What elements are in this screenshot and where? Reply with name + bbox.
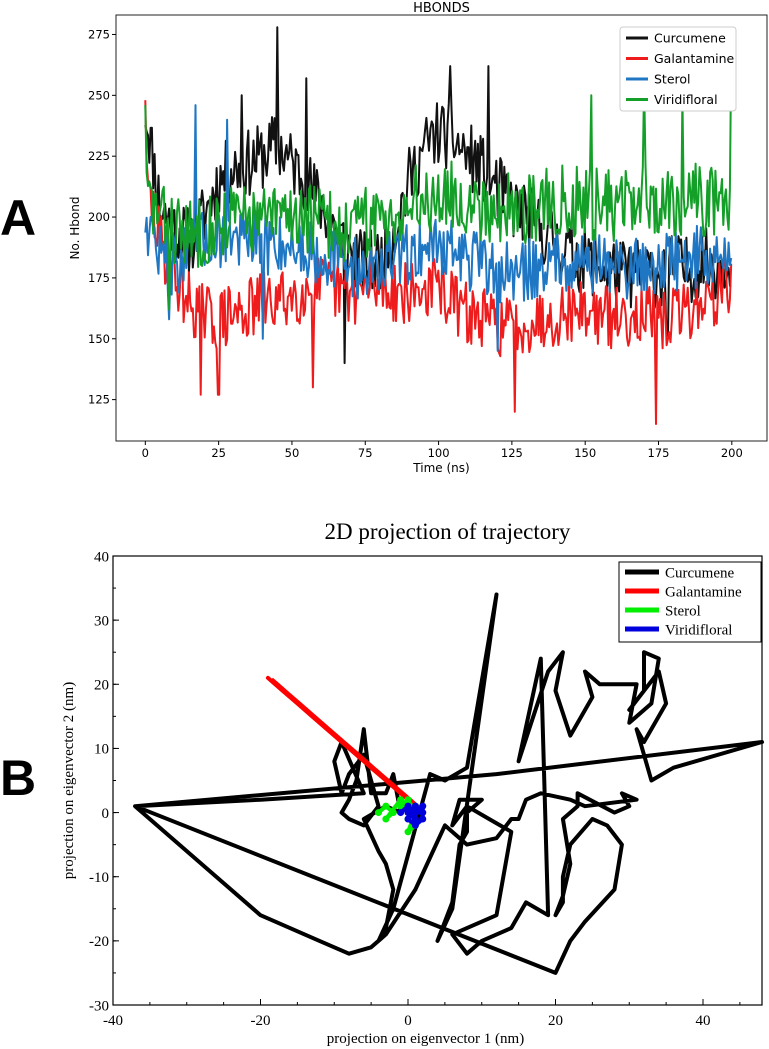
projection-y-label: projection on eigenvector 2 (nm) (61, 682, 77, 879)
projection-legend-entry: Viridifloral (665, 622, 732, 638)
hbonds-series-line (144, 26, 732, 365)
projection-series-point (411, 809, 419, 817)
hbonds-legend-box (619, 26, 737, 112)
projection-series-point (397, 796, 405, 804)
hbonds-xtick-label: 50 (285, 446, 300, 460)
hbonds-xtick-label: 25 (211, 446, 226, 460)
hbonds-chart: 0 25 50 75 100 125 150 175 200 125 150 175 200 225 250… (68, 1, 768, 475)
hbonds-ytick-label: 200 (88, 210, 110, 224)
hbonds-xtick-label: 200 (721, 446, 743, 460)
panel-label-a: A (0, 190, 36, 246)
projection-title: 2D projection of trajectory (325, 519, 571, 544)
projection-legend-entry: Sterol (665, 603, 701, 619)
projection-ytick-label: -10 (89, 870, 109, 886)
projection-xtick-label: 0 (404, 1013, 412, 1029)
projection-series-point (411, 821, 419, 829)
projection-series-point (382, 802, 390, 810)
projection-series-point (404, 815, 412, 823)
projection-chart: -40 -20 0 20 40 -30 -20 -10 0 10 20 30 40 2D project… (61, 519, 764, 1047)
projection-series-point (397, 809, 405, 817)
hbonds-ytick-label: 250 (88, 88, 110, 102)
projection-series-point (375, 809, 382, 817)
projection-series-point (404, 796, 412, 804)
projection-series-line (265, 675, 418, 809)
hbonds-series-group (144, 26, 733, 425)
projection-series-point (389, 809, 397, 817)
projection-series-point (404, 809, 412, 817)
hbonds-legend-entry: Viridifloral (654, 92, 718, 107)
projection-legend-entry: Galantamine (665, 584, 742, 600)
hbonds-xtick-label: 125 (501, 446, 523, 460)
projection-xtick-label: 20 (548, 1013, 563, 1029)
hbonds-xtick-label: 75 (358, 446, 373, 460)
projection-ytick-label: 40 (94, 549, 109, 565)
hbonds-ytick-label: 225 (88, 149, 110, 163)
projection-series-point (411, 815, 419, 823)
hbonds-xtick-label: 175 (648, 446, 670, 460)
projection-ytick-label: 20 (94, 678, 109, 694)
projection-series-point (411, 802, 419, 810)
projection-legend-entry: Curcumene (665, 565, 734, 581)
hbonds-legend-entry: Sterol (654, 72, 691, 87)
projection-ytick-label: 30 (94, 613, 109, 629)
panel-label-b: B (0, 750, 36, 806)
projection-series-line (270, 677, 421, 809)
projection-ytick-label: 0 (102, 806, 110, 822)
hbonds-axes: 0 25 50 75 100 125 150 175 200 125 150 175 200 225 250… (88, 27, 743, 460)
projection-legend: Curcumene Galantamine Sterol Viridifloral (618, 561, 762, 643)
projection-series-line (133, 592, 764, 975)
projection-series-point (419, 809, 427, 817)
hbonds-y-label: No. Hbond (68, 197, 82, 260)
projection-axes: -40 -20 0 20 40 -30 -20 -10 0 10 20 30 40 (89, 549, 741, 1029)
projection-series-point (397, 802, 405, 810)
hbonds-legend-entry: Curcumene (654, 31, 726, 46)
projection-ytick-label: -30 (89, 998, 109, 1014)
projection-series-point (404, 828, 412, 836)
hbonds-ytick-label: 175 (88, 271, 110, 285)
projection-xtick-label: -40 (103, 1013, 123, 1029)
hbonds-series-line (144, 53, 733, 311)
hbonds-xtick-label: 100 (428, 446, 450, 460)
projection-x-label: projection on eigenvector 1 (nm) (327, 1031, 524, 1047)
hbonds-ytick-label: 150 (88, 332, 110, 346)
projection-xtick-label: 40 (696, 1013, 711, 1029)
hbonds-title: HBONDS (413, 1, 470, 16)
projection-series-point (419, 815, 427, 823)
hbonds-xtick-label: 150 (574, 446, 596, 460)
hbonds-legend: Curcumene Galantamine Sterol Viridifloral (619, 26, 737, 112)
projection-series-point (382, 815, 390, 823)
projection-ytick-label: 10 (94, 742, 109, 758)
hbonds-plot-frame (115, 14, 768, 442)
projection-ytick-label: -20 (89, 934, 109, 950)
projection-series-point (404, 802, 412, 810)
projection-xtick-label: -20 (251, 1013, 271, 1029)
hbonds-series-line (144, 100, 733, 425)
projection-series-point (419, 802, 427, 810)
hbonds-legend-entry: Galantamine (654, 51, 735, 66)
hbonds-ytick-label: 125 (88, 393, 110, 407)
projection-series-group (133, 592, 764, 975)
hbonds-ytick-label: 275 (88, 27, 110, 41)
hbonds-xtick-label: 0 (142, 446, 149, 460)
hbonds-x-label: Time (ns) (412, 461, 469, 475)
